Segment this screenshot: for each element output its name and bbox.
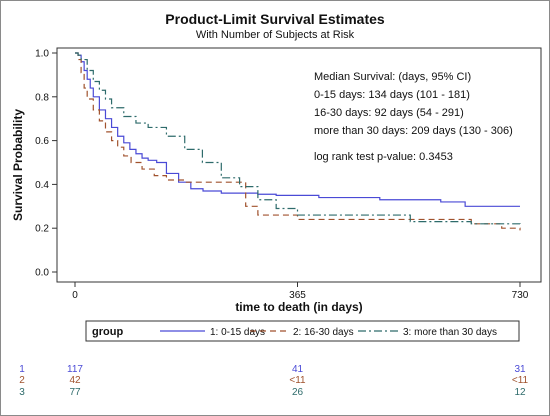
y-tick-label: 0.6 bbox=[35, 136, 49, 147]
y-tick-label: 0.0 bbox=[35, 268, 49, 279]
x-axis: 0 365 730 bbox=[72, 282, 529, 301]
legend-label-group2: 2: 16-30 days bbox=[293, 327, 354, 338]
annotation-header: Median Survival: (days, 95% CI) bbox=[314, 71, 471, 83]
annotation-group2: 16-30 days: 92 days (54 - 291) bbox=[314, 107, 464, 119]
at-risk-count: <11 bbox=[289, 375, 306, 386]
at-risk-count: 117 bbox=[67, 364, 83, 375]
survival-curve-group2 bbox=[75, 52, 521, 231]
at-risk-group-label: 1 bbox=[19, 364, 25, 375]
annotation-group1: 0-15 days: 134 days (101 - 181) bbox=[314, 89, 470, 101]
y-tick-label: 1.0 bbox=[35, 49, 49, 60]
y-axis-label: Survival Probability bbox=[11, 109, 25, 221]
legend: group 1: 0-15 days 2: 16-30 days 3: more… bbox=[85, 320, 520, 342]
legend-box bbox=[85, 320, 520, 342]
at-risk-count: 26 bbox=[292, 387, 304, 398]
at-risk-group-label: 3 bbox=[19, 387, 25, 398]
chart-subtitle: With Number of Subjects at Risk bbox=[195, 29, 355, 41]
median-survival-annotation: Median Survival: (days, 95% CI) 0-15 day… bbox=[314, 71, 513, 163]
legend-title: group bbox=[92, 326, 123, 338]
legend-label-group1: 1: 0-15 days bbox=[210, 327, 265, 338]
survival-curve-group3 bbox=[75, 52, 521, 227]
at-risk-count: 31 bbox=[514, 364, 526, 375]
y-axis: 0.0 0.2 0.4 0.6 0.8 1.0 bbox=[35, 49, 57, 279]
x-tick-label: 730 bbox=[512, 290, 529, 301]
at-risk-count: 41 bbox=[292, 364, 304, 375]
y-tick-label: 0.4 bbox=[35, 180, 49, 191]
at-risk-group-label: 2 bbox=[19, 375, 25, 386]
at-risk-count: 12 bbox=[514, 387, 526, 398]
x-tick-label: 365 bbox=[289, 290, 306, 301]
y-tick-label: 0.2 bbox=[35, 224, 49, 235]
legend-label-group3: 3: more than 30 days bbox=[403, 327, 497, 338]
at-risk-count: 42 bbox=[69, 375, 81, 386]
plot-area bbox=[56, 47, 542, 283]
annotation-group3: more than 30 days: 209 days (130 - 306) bbox=[314, 125, 513, 137]
survival-curve-group1 bbox=[75, 52, 520, 207]
y-tick-label: 0.8 bbox=[35, 92, 49, 103]
at-risk-count: 77 bbox=[69, 387, 81, 398]
survival-curves bbox=[75, 52, 521, 231]
chart-title: Product-Limit Survival Estimates bbox=[165, 11, 385, 27]
at-risk-count: <11 bbox=[512, 375, 529, 386]
x-tick-label: 0 bbox=[72, 290, 78, 301]
annotation-pvalue: log rank test p-value: 0.3453 bbox=[314, 151, 453, 163]
x-axis-label: time to death (in days) bbox=[235, 300, 362, 314]
at-risk-table: 1 117 41 31 2 42 <11 <11 3 77 26 12 bbox=[19, 364, 528, 398]
